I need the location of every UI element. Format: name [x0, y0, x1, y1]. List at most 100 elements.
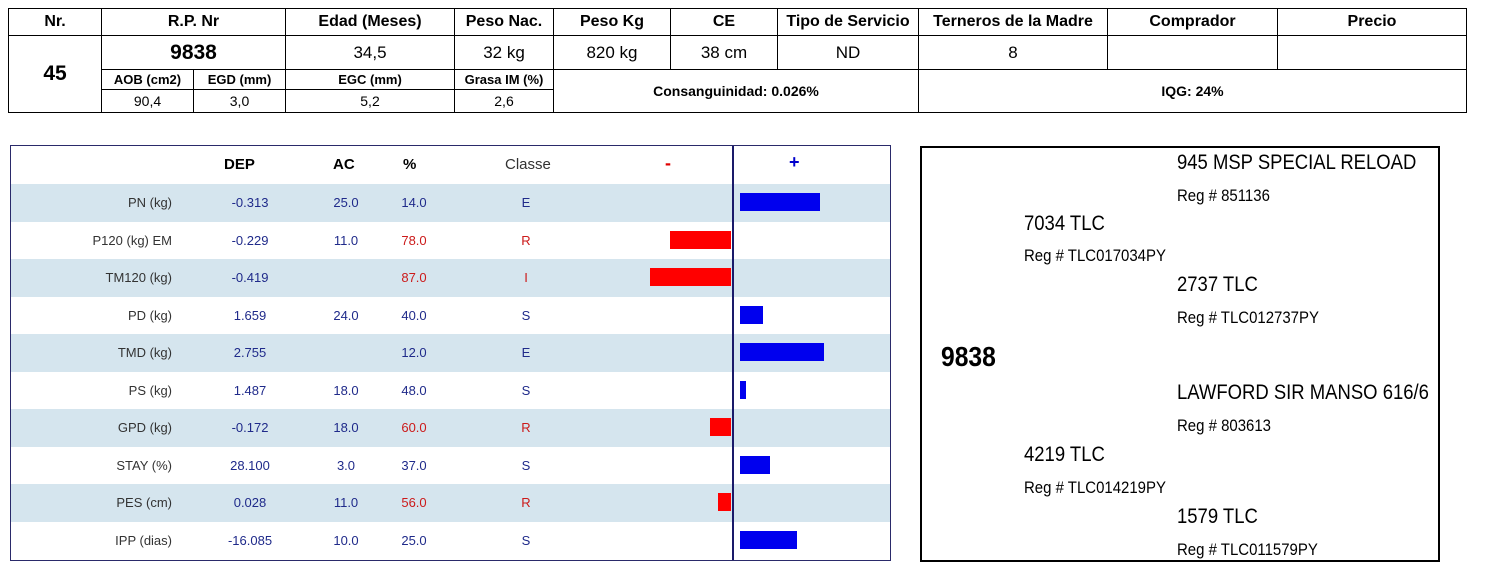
col-pct: % — [403, 156, 417, 173]
dam-name: 4219 TLC — [1024, 443, 1105, 466]
terneros-value: 8 — [918, 35, 1108, 71]
precio-value — [1277, 35, 1467, 71]
epd-pct-value: 14.0 — [401, 195, 427, 210]
dam-sire-name: LAWFORD SIR MANSO 616/6 — [1177, 381, 1429, 404]
epd-pct-value: 56.0 — [401, 495, 427, 510]
sire-name: 7034 TLC — [1024, 212, 1105, 235]
epd-dep-value: 0.028 — [233, 495, 267, 510]
epd-ac-value: 3.0 — [336, 457, 356, 473]
aob-value: 90,4 — [101, 88, 194, 114]
epd-row: PES (cm) 0.028 11.0 56.0 R — [11, 484, 890, 522]
epd-trait-label: STAY (%) — [116, 457, 172, 473]
epd-trait-label: GPD (kg) — [117, 420, 172, 435]
epd-negative-bar — [670, 230, 731, 249]
epd-ac-value: 18.0 — [333, 382, 359, 398]
header-peso-nac: Peso Nac. — [454, 7, 554, 37]
col-minus: - — [665, 153, 671, 173]
header-egc: EGC (mm) — [285, 69, 455, 90]
dam-reg: Reg # TLC014219PY — [1024, 478, 1166, 497]
epd-pct-value: 37.0 — [401, 457, 427, 473]
epd-dep-value: -16.085 — [227, 532, 273, 548]
epd-ac-value: 11.0 — [333, 232, 359, 248]
peso-nac-value: 32 kg — [454, 35, 554, 71]
egc-value: 5,2 — [285, 88, 455, 114]
epd-classe-value: R — [521, 495, 531, 510]
header-egd: EGD (mm) — [193, 69, 286, 90]
epd-trait-label: IPP (dias) — [115, 532, 172, 548]
egd-value: 3,0 — [193, 88, 286, 114]
epd-pct-value: 25.0 — [401, 532, 427, 548]
dam-sire-reg: Reg # 803613 — [1177, 416, 1272, 435]
zero-axis-line — [732, 146, 734, 560]
header-nr: Nr. — [8, 7, 102, 37]
iqg: IQG: 24% — [918, 69, 1467, 113]
epd-panel: DEP AC % Classe - + PN (kg) -0.313 25.0 14.… — [10, 145, 891, 561]
epd-positive-bar — [740, 380, 746, 399]
epd-positive-bar — [740, 343, 824, 361]
sire-dam-reg: Reg # TLC012737PY — [1177, 308, 1319, 327]
tipo-servicio-value: ND — [777, 35, 919, 71]
epd-ac-value: 25.0 — [333, 195, 359, 210]
epd-pct-value: 48.0 — [401, 382, 427, 398]
epd-classe-value: I — [524, 270, 528, 285]
epd-ac-value: 24.0 — [333, 307, 359, 323]
epd-ac-value: 10.0 — [333, 532, 359, 548]
epd-classe-value: S — [521, 382, 531, 398]
ce-value: 38 cm — [670, 35, 778, 71]
epd-positive-bar — [740, 530, 797, 549]
header-terneros: Terneros de la Madre — [918, 7, 1108, 37]
epd-row: STAY (%) 28.100 3.0 37.0 S — [11, 447, 890, 485]
header-grasa-im: Grasa IM (%) — [454, 69, 554, 90]
epd-trait-label: PES (cm) — [116, 495, 172, 510]
epd-row: PD (kg) 1.659 24.0 40.0 S — [11, 297, 890, 335]
header-aob: AOB (cm2) — [101, 69, 194, 90]
header-peso-kg: Peso Kg — [553, 7, 671, 37]
dam-dam-name: 1579 TLC — [1177, 505, 1258, 528]
epd-classe-value: E — [521, 345, 531, 360]
epd-row: TMD (kg) 2.755 12.0 E — [11, 334, 890, 372]
sire-sire-reg: Reg # 851136 — [1177, 186, 1270, 205]
epd-pct-value: 87.0 — [401, 270, 427, 285]
epd-row: P120 (kg) EM -0.229 11.0 78.0 R — [11, 222, 890, 260]
peso-kg-value: 820 kg — [553, 35, 671, 71]
epd-negative-bar — [718, 493, 731, 511]
header-tipo-servicio: Tipo de Servicio — [777, 7, 919, 37]
epd-trait-label: TMD (kg) — [117, 345, 172, 360]
header-rp-nr: R.P. Nr — [101, 7, 286, 37]
header-precio: Precio — [1277, 7, 1467, 37]
edad-value: 34,5 — [285, 35, 455, 71]
epd-pct-value: 60.0 — [401, 420, 427, 435]
dam-dam-reg: Reg # TLC011579PY — [1177, 540, 1318, 559]
rp-number: 9838 — [101, 35, 286, 71]
epd-pct-value: 40.0 — [401, 307, 427, 323]
sire-reg: Reg # TLC017034PY — [1024, 246, 1166, 265]
epd-classe-value: S — [521, 457, 531, 473]
epd-trait-label: TM120 (kg) — [105, 270, 172, 285]
epd-dep-value: -0.172 — [231, 420, 269, 435]
col-ac: AC — [333, 156, 355, 173]
epd-row: TM120 (kg) -0.419 87.0 I — [11, 259, 890, 297]
header-comprador: Comprador — [1107, 7, 1278, 37]
epd-dep-value: 2.755 — [233, 345, 267, 360]
epd-dep-value: -0.419 — [231, 270, 269, 285]
epd-dep-value: 1.659 — [233, 307, 267, 323]
epd-row: IPP (dias) -16.085 10.0 25.0 S — [11, 522, 890, 560]
epd-classe-value: S — [521, 532, 531, 548]
epd-dep-value: -0.229 — [231, 232, 269, 248]
animal-summary-table: Nr. R.P. Nr Edad (Meses) Peso Nac. Peso … — [8, 7, 1467, 114]
epd-negative-bar — [650, 268, 731, 286]
lot-number: 45 — [8, 35, 102, 113]
col-plus: + — [789, 152, 800, 172]
epd-row: PS (kg) 1.487 18.0 48.0 S — [11, 372, 890, 410]
epd-trait-label: PN (kg) — [127, 195, 172, 210]
pedigree-panel: 945 MSP SPECIAL RELOAD Reg # 851136 7034… — [920, 146, 1440, 562]
epd-dep-value: 1.487 — [233, 382, 267, 398]
header-ce: CE — [670, 7, 778, 37]
epd-ac-value: 11.0 — [333, 495, 359, 510]
epd-ac-value: 18.0 — [333, 420, 359, 435]
epd-positive-bar — [740, 455, 770, 474]
animal-id: 9838 — [941, 341, 996, 372]
epd-header: DEP AC % Classe - + — [11, 146, 890, 184]
epd-classe-value: R — [521, 420, 531, 435]
epd-row: PN (kg) -0.313 25.0 14.0 E — [11, 184, 890, 222]
